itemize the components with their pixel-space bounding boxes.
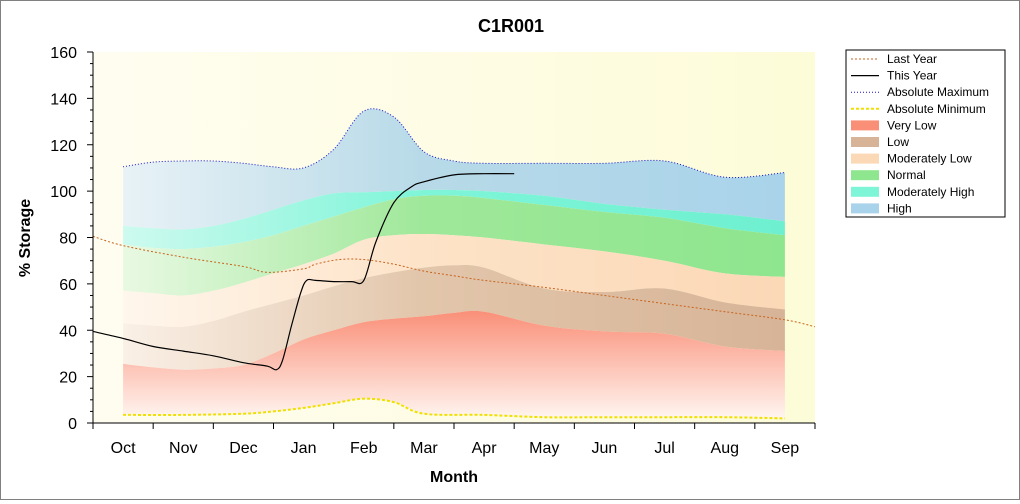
legend-label-absolute-minimum: Absolute Minimum [887, 102, 986, 116]
x-tick-label: Mar [410, 440, 438, 457]
legend-label-high: High [887, 201, 912, 215]
legend: Last Year This Year Absolute Maximum Absolu… [845, 49, 1006, 218]
y-tick-label: 20 [59, 370, 77, 387]
x-tick-label: Sep [771, 440, 800, 457]
chart-title: C1R001 [478, 16, 544, 36]
band-low [123, 265, 785, 370]
legend-swatch-low [851, 137, 879, 147]
legend-swatch-moderately-high [851, 186, 879, 197]
series-lines [93, 108, 815, 420]
legend-label-absolute-maximum: Absolute Maximum [887, 85, 989, 99]
x-tick-label: Feb [350, 440, 378, 457]
x-tick-label: May [529, 440, 559, 457]
x-tick-label: Dec [229, 440, 257, 457]
legend-label-low: Low [887, 135, 909, 149]
y-tick-label: 0 [68, 416, 77, 433]
legend-label-this-year: This Year [887, 69, 937, 83]
y-tick-label: 40 [59, 323, 77, 340]
y-tick-label: 60 [59, 277, 77, 294]
y-tick-label: 80 [59, 231, 77, 248]
y-axis-title: % Storage [17, 199, 34, 277]
legend-label-moderately-high: Moderately High [887, 185, 974, 199]
band-moderately-high [123, 189, 785, 250]
y-tick-label: 120 [50, 138, 77, 155]
x-axis-title: Month [430, 469, 478, 486]
x-tick-label: Jan [291, 440, 317, 457]
y-tick-label: 160 [50, 45, 77, 62]
absolute-minimum-line [123, 397, 785, 420]
x-tick-label: Aug [711, 440, 739, 457]
band-very-low [123, 310, 785, 419]
x-tick-label: Jul [654, 440, 674, 457]
this-year-line [93, 173, 515, 371]
legend-box [845, 49, 1006, 218]
legend-swatch-moderately-low [851, 153, 879, 164]
axes: 0 20 40 60 80 100 120 140 160 Oct Nov Dec Jan Feb Mar A… [50, 45, 816, 457]
y-tick-label: 140 [50, 91, 77, 108]
x-tick-label: Jun [592, 440, 618, 457]
x-tick-label: Apr [472, 440, 498, 457]
legend-label-very-low: Very Low [887, 118, 937, 132]
last-year-line [93, 235, 815, 328]
x-tick-label: Oct [111, 440, 136, 457]
legend-label-last-year: Last Year [887, 52, 937, 66]
legend-label-normal: Normal [887, 168, 926, 182]
legend-swatch-very-low [851, 120, 879, 131]
y-tick-label: 100 [50, 184, 77, 201]
percentile-bands [123, 108, 785, 419]
band-normal [123, 195, 785, 296]
band-high [123, 108, 785, 230]
absolute-maximum-line [123, 108, 785, 179]
legend-label-moderately-low: Moderately Low [887, 152, 972, 166]
legend-swatch-normal [851, 170, 879, 181]
legend-swatch-high [851, 203, 879, 214]
band-moderately-low [123, 234, 785, 328]
x-tick-label: Nov [169, 440, 197, 457]
